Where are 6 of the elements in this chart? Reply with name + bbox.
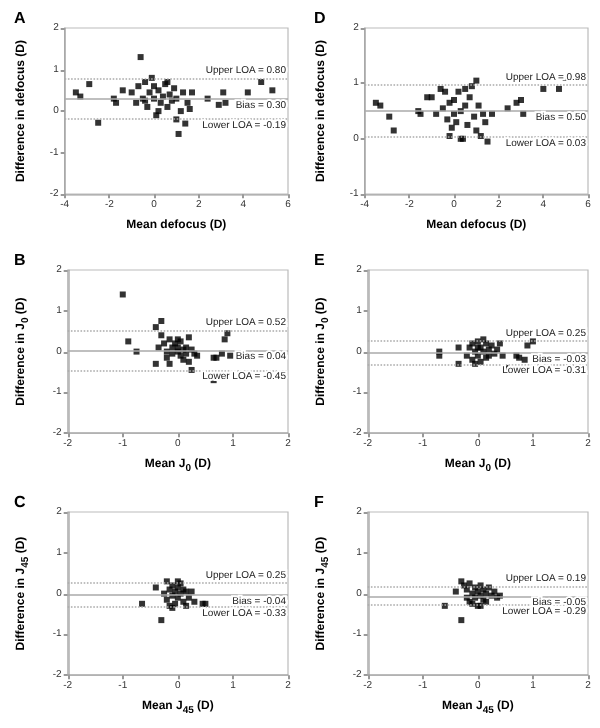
chart-title: F xyxy=(314,493,324,511)
chart-title: A xyxy=(14,9,26,27)
chart-title: B xyxy=(14,251,26,269)
chart-title: E xyxy=(314,251,326,269)
chart-title: C xyxy=(14,493,26,511)
chart-title: D xyxy=(314,9,326,27)
